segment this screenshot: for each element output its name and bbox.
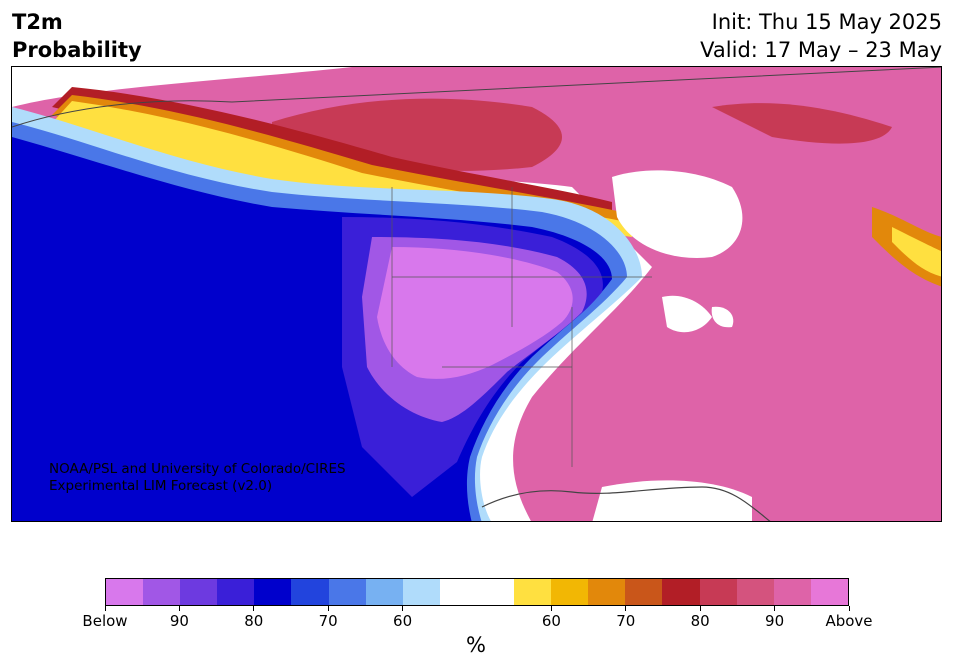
credit-line-2: Experimental LIM Forecast (v2.0) xyxy=(49,478,273,494)
colorbar-swatch xyxy=(514,579,552,605)
colorbar-tick-mark xyxy=(774,606,776,611)
credit-line-1: NOAA/PSL and University of Colorado/CIRE… xyxy=(49,461,346,477)
map-graphic xyxy=(12,67,941,521)
colorbar-tick-label: 60 xyxy=(393,612,413,630)
colorbar-swatch xyxy=(662,579,700,605)
colorbar-tick-label: 80 xyxy=(690,612,710,630)
colorbar-swatch xyxy=(476,579,515,605)
colorbar-tick-mark xyxy=(550,606,552,611)
colorbar-tick-label: 70 xyxy=(318,612,338,630)
probability-map xyxy=(11,66,942,522)
colorbar-swatch xyxy=(810,579,848,605)
colorbar-tick-mark xyxy=(625,606,627,611)
colorbar-swatch xyxy=(254,579,292,605)
colorbar-swatch xyxy=(699,579,737,605)
colorbar-tick-mark xyxy=(178,606,180,611)
colorbar-tick-mark xyxy=(104,606,106,611)
colorbar-tick-mark xyxy=(848,606,850,611)
map-credit: NOAA/PSL and University of Colorado/CIRE… xyxy=(49,461,346,495)
colorbar-tick-label: 80 xyxy=(244,612,264,630)
colorbar-tick-label: 90 xyxy=(765,612,785,630)
colorbar-swatch xyxy=(625,579,663,605)
colorbar-tick-mark xyxy=(402,606,404,611)
colorbar-swatch xyxy=(551,579,589,605)
colorbar-swatch xyxy=(143,579,181,605)
forecast-dates: Init: Thu 15 May 2025 Valid: 17 May – 23… xyxy=(700,8,942,64)
colorbar-swatch xyxy=(291,579,329,605)
colorbar-swatch xyxy=(439,579,477,605)
colorbar-swatch xyxy=(328,579,366,605)
init-date: Init: Thu 15 May 2025 xyxy=(711,10,942,34)
colorbar-swatch xyxy=(588,579,626,605)
colorbar-tick-mark xyxy=(327,606,329,611)
colorbar-tick-label: 90 xyxy=(169,612,189,630)
colorbar-tick-mark xyxy=(699,606,701,611)
colorbar-swatch xyxy=(736,579,774,605)
colorbar-tick-label: Above xyxy=(825,612,873,630)
title-line-1: T2m xyxy=(12,10,63,34)
colorbar-swatch xyxy=(217,579,255,605)
colorbar-tick-label: Below xyxy=(82,612,128,630)
colorbar-tick-label: 70 xyxy=(616,612,636,630)
colorbar-tick-mark xyxy=(253,606,255,611)
colorbar-swatch xyxy=(180,579,218,605)
colorbar-swatch xyxy=(773,579,811,605)
colorbar-tick-label: 60 xyxy=(541,612,561,630)
title-line-2: Probability xyxy=(12,38,142,62)
colorbar-unit: % xyxy=(466,633,486,657)
valid-range: Valid: 17 May – 23 May xyxy=(700,38,942,62)
map-title: T2m Probability xyxy=(12,8,142,64)
colorbar xyxy=(105,578,849,606)
colorbar-swatch xyxy=(106,579,144,605)
colorbar-swatch xyxy=(365,579,403,605)
colorbar-swatch xyxy=(402,579,440,605)
